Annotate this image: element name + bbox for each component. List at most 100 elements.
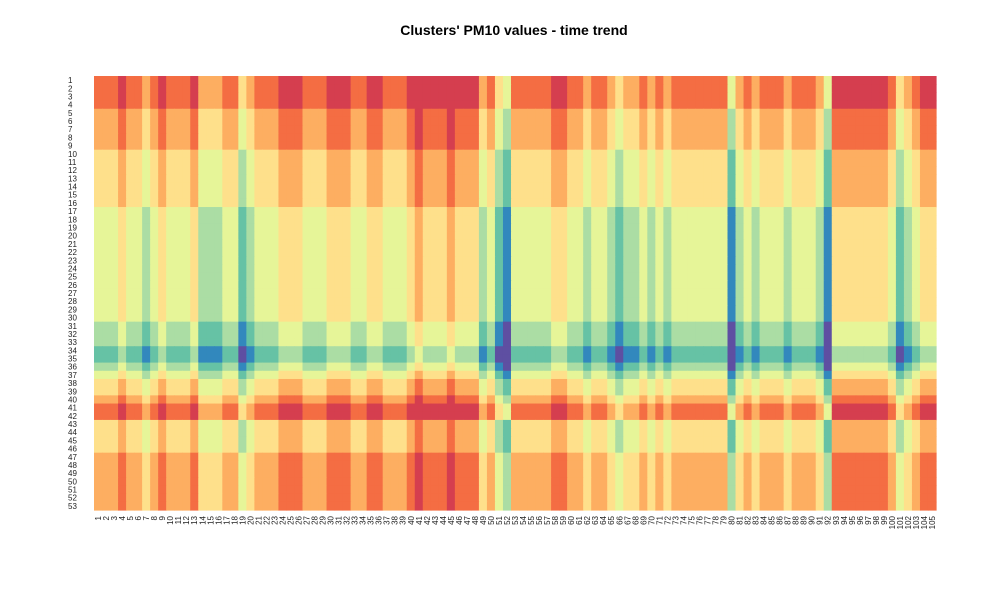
heatmap-cell bbox=[126, 198, 135, 208]
heatmap-cell bbox=[414, 280, 424, 290]
heatmap-cell bbox=[302, 362, 312, 372]
heatmap-cell bbox=[575, 387, 584, 396]
heatmap-cell bbox=[126, 444, 135, 454]
heatmap-cell bbox=[535, 288, 544, 298]
heatmap-cell bbox=[551, 256, 560, 265]
heatmap-cell bbox=[318, 338, 328, 347]
heatmap-cell bbox=[374, 133, 384, 143]
heatmap-cell bbox=[158, 108, 167, 118]
heatmap-cell bbox=[807, 76, 817, 85]
heatmap-cell bbox=[695, 190, 705, 200]
heatmap-cell bbox=[470, 305, 480, 315]
heatmap-cell bbox=[639, 321, 648, 331]
heatmap-cell bbox=[551, 297, 560, 306]
heatmap-cell bbox=[414, 141, 424, 151]
heatmap-cell bbox=[302, 223, 312, 233]
heatmap-cell bbox=[631, 354, 640, 364]
heatmap-cell bbox=[863, 297, 873, 306]
heatmap-cell bbox=[623, 411, 632, 421]
heatmap-cell bbox=[607, 387, 616, 396]
heatmap-cell bbox=[310, 297, 320, 306]
heatmap-cell bbox=[535, 354, 544, 364]
heatmap-cell bbox=[655, 247, 664, 257]
heatmap-cell bbox=[174, 256, 183, 265]
heatmap-cell bbox=[398, 460, 408, 470]
heatmap-cell bbox=[342, 338, 352, 347]
heatmap-cell bbox=[214, 346, 223, 356]
heatmap-cell bbox=[591, 362, 600, 372]
heatmap-cell bbox=[462, 207, 472, 216]
heatmap-cell bbox=[775, 313, 785, 323]
heatmap-cell bbox=[318, 149, 328, 159]
heatmap-cell bbox=[727, 346, 737, 356]
heatmap-cell bbox=[559, 133, 568, 143]
heatmap-cell bbox=[182, 329, 191, 339]
heatmap-cell bbox=[430, 411, 440, 421]
heatmap-cell bbox=[310, 403, 320, 413]
heatmap-cell bbox=[342, 436, 352, 446]
heatmap-cell bbox=[382, 166, 392, 175]
heatmap-cell bbox=[791, 92, 801, 102]
heatmap-cell bbox=[214, 256, 223, 265]
heatmap-cell bbox=[150, 387, 159, 396]
heatmap-cell bbox=[695, 387, 705, 396]
heatmap-cell bbox=[831, 321, 841, 331]
heatmap-cell bbox=[214, 452, 223, 462]
heatmap-cell bbox=[751, 329, 761, 339]
heatmap-cell bbox=[358, 108, 368, 118]
heatmap-cell bbox=[591, 411, 600, 421]
heatmap-cell bbox=[110, 256, 119, 265]
heatmap-cell bbox=[871, 157, 881, 167]
heatmap-cell bbox=[735, 157, 745, 167]
heatmap-cell bbox=[350, 125, 360, 134]
heatmap-cell bbox=[551, 288, 560, 298]
heatmap-cell bbox=[847, 411, 857, 421]
heatmap-cell bbox=[286, 387, 296, 396]
heatmap-cell bbox=[551, 239, 560, 249]
heatmap-cell bbox=[879, 231, 889, 241]
heatmap-cell bbox=[366, 280, 376, 290]
heatmap-cell bbox=[679, 190, 689, 200]
heatmap-cell bbox=[510, 166, 520, 175]
heatmap-cell bbox=[807, 452, 817, 462]
heatmap-cell bbox=[150, 76, 159, 85]
heatmap-cell bbox=[430, 305, 440, 315]
heatmap-cell bbox=[94, 125, 103, 134]
heatmap-cell bbox=[246, 256, 255, 265]
heatmap-cell bbox=[735, 141, 745, 151]
heatmap-cell bbox=[735, 182, 745, 192]
heatmap-cell bbox=[919, 313, 929, 323]
heatmap-cell bbox=[583, 460, 592, 470]
heatmap-cell bbox=[310, 370, 320, 380]
heatmap-cell bbox=[783, 436, 793, 446]
heatmap-cell bbox=[302, 133, 312, 143]
heatmap-cell bbox=[494, 428, 504, 437]
heatmap-cell bbox=[551, 116, 560, 126]
heatmap-cell bbox=[262, 313, 272, 323]
heatmap-cell bbox=[711, 272, 721, 282]
heatmap-cell bbox=[759, 280, 769, 290]
heatmap-cell bbox=[150, 280, 159, 290]
heatmap-cell bbox=[839, 338, 849, 347]
heatmap-cell bbox=[631, 272, 640, 282]
heatmap-cell bbox=[214, 395, 223, 405]
heatmap-cell bbox=[551, 428, 560, 437]
heatmap-cell bbox=[398, 215, 408, 224]
heatmap-cell bbox=[655, 116, 664, 126]
heatmap-cell bbox=[615, 76, 624, 85]
heatmap-cell bbox=[358, 264, 368, 274]
heatmap-cell bbox=[214, 436, 223, 446]
heatmap-cell bbox=[318, 264, 328, 274]
heatmap-cell bbox=[222, 198, 231, 208]
heatmap-cell bbox=[639, 313, 648, 323]
heatmap-cell bbox=[567, 378, 576, 388]
heatmap-cell bbox=[174, 247, 183, 257]
heatmap-cell bbox=[655, 272, 664, 282]
heatmap-cell bbox=[214, 231, 223, 241]
heatmap-cell bbox=[663, 378, 672, 388]
heatmap-cell bbox=[350, 378, 360, 388]
heatmap-cell bbox=[502, 84, 512, 93]
heatmap-cell bbox=[254, 419, 263, 429]
heatmap-cell bbox=[655, 182, 664, 192]
heatmap-cell bbox=[551, 76, 560, 85]
